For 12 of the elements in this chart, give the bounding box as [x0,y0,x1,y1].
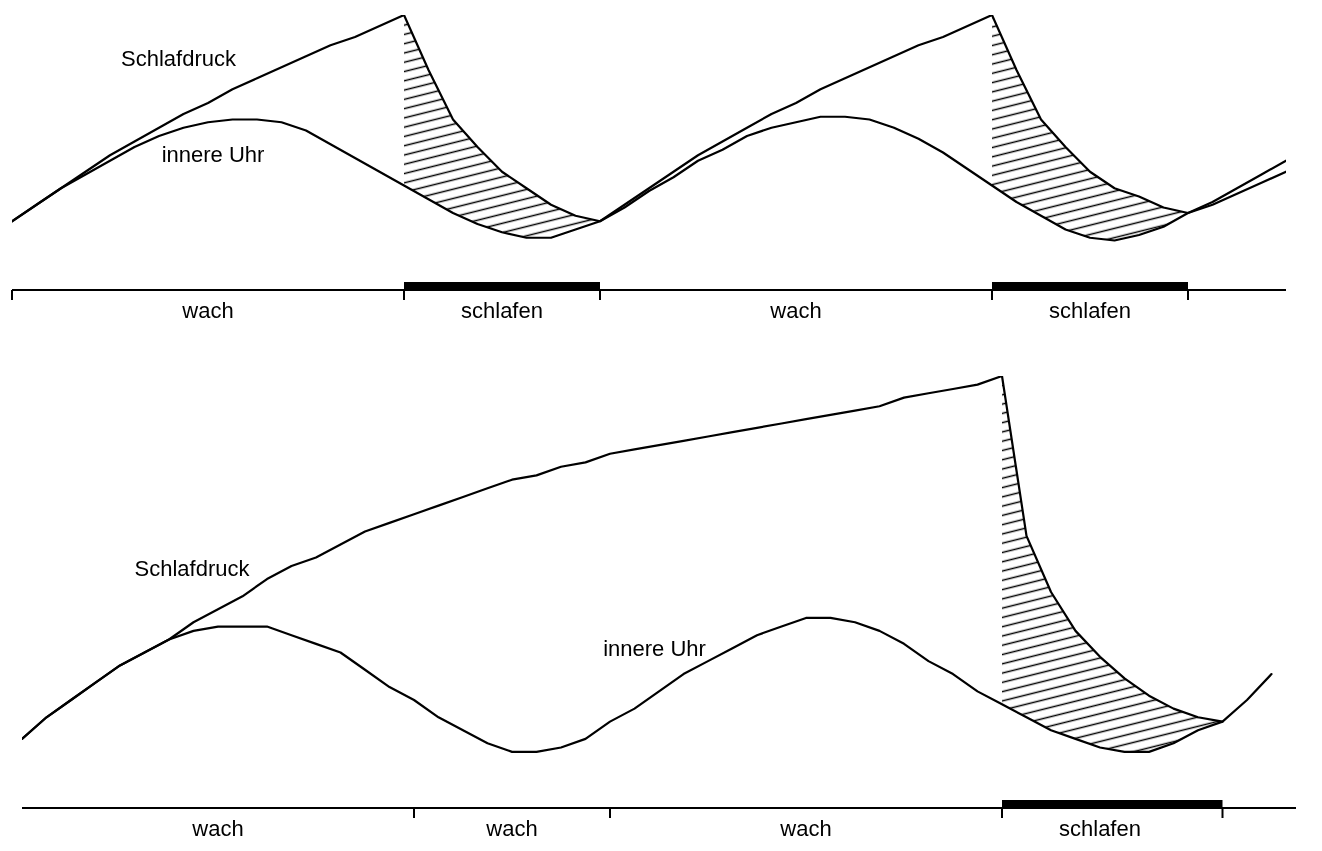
x-tick-label: schlafen [1059,815,1141,841]
x-tick-label: schlafen [1049,297,1131,323]
series-label: innere Uhr [603,635,706,662]
x-tick-label: wach [181,297,234,323]
x-tick-label: wach [779,815,832,841]
x-tick-label: wach [191,815,244,841]
x-tick-label: schlafen [461,297,543,323]
x-tick-label: wach [769,297,822,323]
series-label: Schlafdruck [134,556,250,583]
x-tick-label: wach [485,815,538,841]
series-label: innere Uhr [161,142,265,169]
series-label: Schlafdruck [121,46,236,72]
